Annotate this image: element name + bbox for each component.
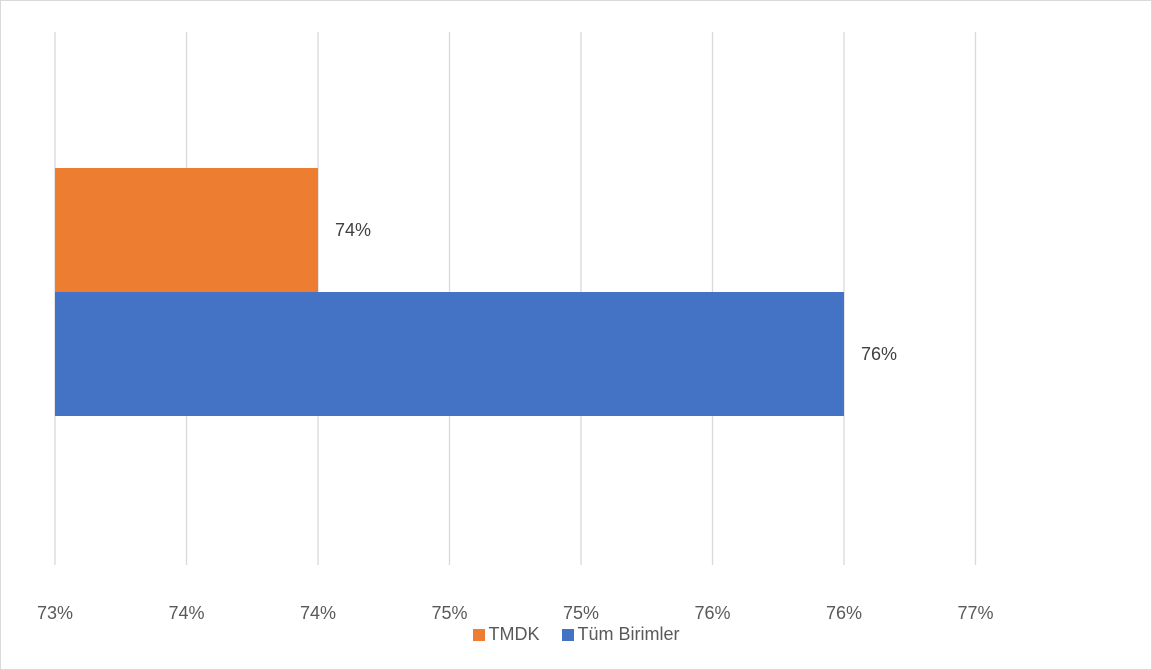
- bar-tmdk: [55, 168, 318, 292]
- x-tick-label: 74%: [300, 603, 336, 623]
- x-tick-label: 75%: [563, 603, 599, 623]
- legend: TMDK Tüm Birimler: [0, 624, 1152, 645]
- x-tick-label: 76%: [694, 603, 730, 623]
- bars: [55, 168, 844, 416]
- legend-swatch-tmdk: [472, 628, 485, 641]
- data-labels: 74% 76%: [335, 220, 897, 364]
- x-tick-label: 74%: [168, 603, 204, 623]
- legend-item-tmdk: TMDK: [472, 624, 540, 645]
- legend-item-tum-birimler: Tüm Birimler: [561, 624, 680, 645]
- legend-swatch-tum-birimler: [561, 628, 574, 641]
- x-axis-ticks: 73% 74% 74% 75% 75% 76% 76% 77%: [37, 603, 994, 623]
- data-label-tum-birimler: 76%: [861, 344, 897, 364]
- legend-label-tmdk: TMDK: [488, 624, 540, 644]
- x-tick-label: 76%: [826, 603, 862, 623]
- bar-tum-birimler: [55, 292, 844, 416]
- x-tick-label: 75%: [431, 603, 467, 623]
- x-tick-label: 77%: [957, 603, 993, 623]
- legend-label-tum-birimler: Tüm Birimler: [577, 624, 680, 644]
- x-tick-label: 73%: [37, 603, 73, 623]
- data-label-tmdk: 74%: [335, 220, 371, 240]
